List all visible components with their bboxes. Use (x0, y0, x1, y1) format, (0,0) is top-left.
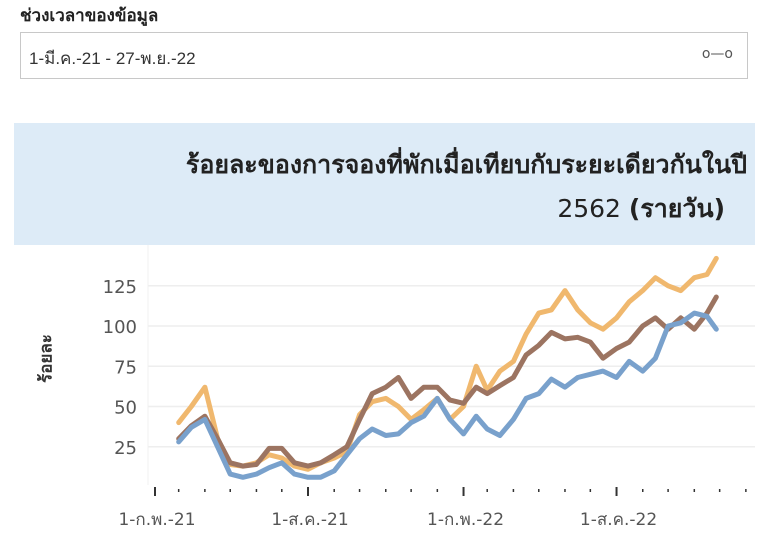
range-slider-icon[interactable]: o—o (701, 46, 733, 62)
x-tick-label: 1-ส.ค.-22 (580, 510, 657, 530)
x-tick-label: 1-ก.พ.-21 (118, 510, 195, 530)
line-chart: 25 50 75 100 125 1-ก.พ.-21 1-ส.ค.-21 1-ก.พ.-22 1… (103, 245, 755, 530)
y-tick-label: 50 (114, 398, 137, 419)
y-tick-label: 75 (114, 357, 137, 378)
y-tick-label: 100 (103, 317, 137, 338)
series-line-2 (176, 294, 719, 469)
chart-title: ร้อยละของการจองที่พักเมื่อเทียบกับระยะเด… (185, 150, 747, 179)
y-tick-label: 125 (103, 277, 137, 298)
x-tick-label: 1-ก.พ.-22 (427, 510, 504, 530)
chart-title-daily: (รายวัน) (628, 194, 725, 223)
date-range-value: 1-มี.ค.-21 - 27-พ.ย.-22 (29, 49, 196, 68)
chart-subtitle: 2562 (รายวัน) (557, 189, 725, 229)
chart-title-year: 2562 (557, 194, 621, 223)
date-range-label: ช่วงเวลาของข้อมูล (20, 6, 159, 26)
date-range-input[interactable]: 1-มี.ค.-21 - 27-พ.ย.-22 o—o (20, 32, 748, 79)
y-tick-label: 25 (114, 438, 137, 459)
x-tick-label: 1-ส.ค.-21 (271, 510, 348, 530)
chart-title-panel: ร้อยละของการจองที่พักเมื่อเทียบกับระยะเด… (14, 123, 755, 245)
series-line-3 (176, 310, 719, 480)
